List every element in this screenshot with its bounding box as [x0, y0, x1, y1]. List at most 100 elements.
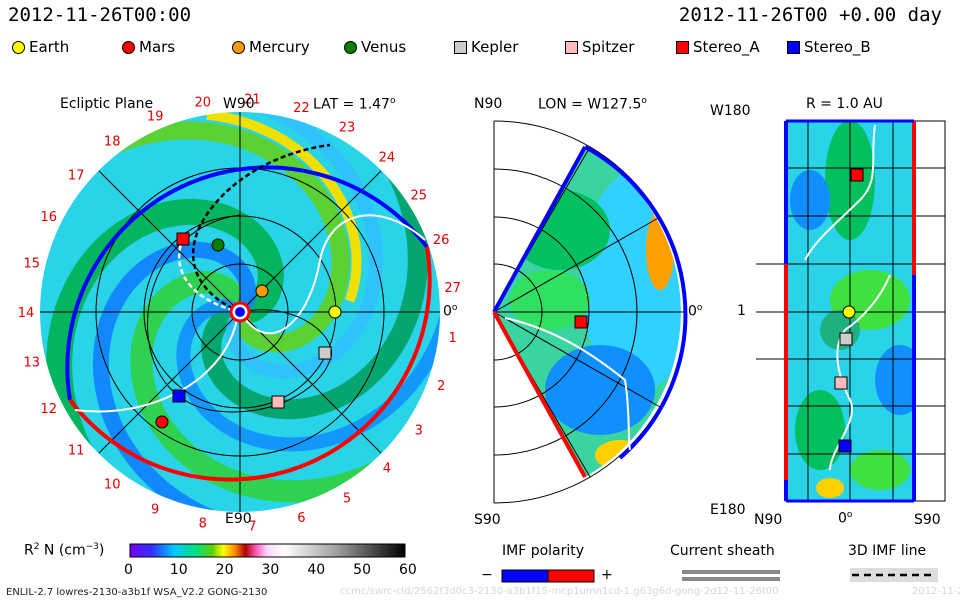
- imf-line-label: 3D IMF line: [848, 543, 927, 559]
- density-band-high: [206, 112, 362, 303]
- carrington-number: 10: [104, 478, 121, 493]
- mars-marker: [155, 415, 169, 429]
- carrington-number: 5: [343, 491, 351, 506]
- date-right: 2012-11-26T00 +0.00 day: [678, 4, 942, 26]
- current-sheath-label: Current sheath: [670, 543, 775, 559]
- legend-item-mercury: Mercury: [232, 38, 310, 56]
- colorbar-tick-label: 40: [307, 562, 326, 578]
- stereo-b-marker: [172, 389, 186, 403]
- density-band: [201, 140, 428, 420]
- legend-item-mars: Mars: [122, 38, 175, 56]
- carrington-number: 25: [411, 188, 428, 203]
- legend-item-venus: Venus: [344, 38, 406, 56]
- legend-label: Earth: [29, 38, 70, 56]
- imf-minus: −: [481, 567, 493, 583]
- density-band: [46, 198, 284, 478]
- colorbar-tick-label: 0: [124, 562, 133, 578]
- radial-stereo-a-marker: [850, 168, 864, 182]
- mercury-marker: [255, 284, 269, 298]
- model-footer: ENLIL-2.7 lowres-2130-a3b1f WSA_V2.2 GON…: [6, 587, 268, 598]
- carrington-number: 23: [339, 121, 356, 136]
- legend-item-stereo-a: Stereo_A: [676, 38, 760, 56]
- carrington-number: 13: [24, 355, 41, 370]
- carrington-number: 26: [433, 233, 450, 248]
- radial-earth-marker: [842, 305, 856, 319]
- meridional-polarity-negative: [584, 145, 688, 460]
- legend-label: Spitzer: [582, 38, 635, 56]
- faint-date: 2012-11-27: [912, 586, 960, 597]
- meridional-lon-label: LON = W127.5o: [538, 96, 647, 113]
- faint-path: ccmc/swrc-cld/2562f3d0c3-2130-a3b1f15-mc…: [340, 586, 779, 597]
- legend-label: Mars: [139, 38, 176, 56]
- meridional-stereo-a-marker: [574, 315, 588, 329]
- ecliptic-title: Ecliptic Plane: [60, 96, 154, 112]
- mercury-legend-marker: [232, 40, 245, 54]
- ecliptic-lat-label: LAT = 1.47o: [313, 96, 396, 113]
- date-left: 2012-11-26T00:00: [8, 4, 192, 26]
- density-band: [80, 121, 350, 353]
- legend-label: Mercury: [249, 38, 310, 56]
- legend-item-spitzer: Spitzer: [565, 38, 634, 56]
- current-sheath-swatch-1: [682, 570, 780, 574]
- ecliptic-polarity-negative: [65, 165, 429, 401]
- venus-marker: [211, 238, 225, 252]
- ecliptic-reference-spiral: [147, 214, 332, 413]
- colorbar-label: R2 N (cm−3): [24, 542, 105, 559]
- earth-marker: [328, 305, 342, 319]
- colorbar-tick-label: 20: [215, 562, 234, 578]
- earth-legend-marker: [12, 40, 25, 54]
- legend-label: Stereo_B: [804, 38, 871, 56]
- ecliptic-top-label: W90: [223, 96, 255, 112]
- carrington-number: 7: [248, 520, 256, 535]
- carrington-number: 15: [24, 257, 41, 272]
- ecliptic-right-label: 0o: [443, 303, 458, 320]
- density-band: [92, 241, 257, 512]
- colorbar-tick-label: 50: [353, 562, 371, 578]
- density-band: [176, 274, 440, 452]
- ecliptic-bottom-label: E90: [225, 511, 252, 527]
- legend-label: Stereo_A: [693, 38, 760, 56]
- imf-negative-swatch: [501, 569, 549, 583]
- carrington-number: 3: [415, 424, 423, 439]
- sun-core: [235, 307, 245, 317]
- spitzer-marker: [271, 395, 285, 409]
- kepler-legend-marker: [454, 40, 467, 54]
- imf-plus: +: [601, 567, 613, 583]
- mars-legend-marker: [122, 40, 135, 54]
- radial-spitzer-marker: [834, 376, 848, 390]
- radial-sheath-1: [804, 124, 876, 261]
- radial-bottom-left: E180: [710, 502, 746, 518]
- kepler-marker: [318, 346, 332, 360]
- radial-bottom-n: N90: [754, 512, 783, 528]
- ecliptic-polarity-positive: [68, 246, 432, 482]
- stereo-a-legend-marker: [676, 40, 689, 54]
- colorbar-tick-label: 30: [261, 562, 280, 578]
- ecliptic-imf-line: [191, 143, 331, 314]
- spitzer-legend-marker: [565, 40, 578, 54]
- radial-title: R = 1.0 AU: [806, 96, 883, 112]
- stereo-b-legend-marker: [787, 40, 800, 54]
- meridional-top-label: N90: [474, 96, 503, 112]
- meridional-bottom-label: S90: [474, 512, 501, 528]
- density-band: [130, 271, 409, 503]
- carrington-number: 9: [151, 503, 159, 518]
- density-band: [217, 112, 383, 379]
- meridional-edge-negative: [492, 146, 587, 313]
- radial-kepler-marker: [839, 332, 853, 346]
- radial-stereo-b-marker: [838, 439, 852, 453]
- carrington-number: 4: [383, 462, 391, 477]
- radial-top-left: W180: [710, 103, 751, 119]
- legend-item-earth: Earth: [12, 38, 69, 56]
- carrington-number: 24: [379, 150, 396, 165]
- carrington-number: 6: [297, 511, 305, 526]
- carrington-number: 1: [448, 331, 456, 346]
- legend-item-stereo-b: Stereo_B: [787, 38, 871, 56]
- radial-bottom-zero: 0o: [838, 510, 853, 527]
- meridional-panel: [492, 120, 688, 504]
- carrington-number: 19: [147, 110, 164, 125]
- body-legend: Earth Mars Mercury Venus Kepler Spitzer Stereo…: [0, 38, 960, 58]
- imf-positive-swatch: [547, 569, 595, 583]
- carrington-number: 12: [41, 402, 58, 417]
- carrington-number: 17: [68, 168, 85, 183]
